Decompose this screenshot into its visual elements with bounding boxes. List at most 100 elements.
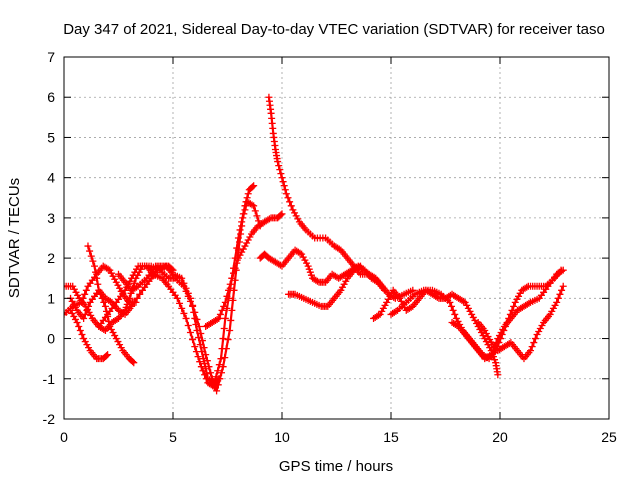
chart-title: Day 347 of 2021, Sidereal Day-to-day VTE… bbox=[63, 21, 605, 38]
data-point bbox=[197, 363, 205, 371]
data-point bbox=[114, 338, 122, 346]
series-track-2 bbox=[67, 198, 264, 395]
data-point bbox=[226, 280, 234, 288]
data-point bbox=[224, 336, 232, 344]
y-axis-label: SDTVAR / TECUs bbox=[6, 178, 23, 298]
data-point bbox=[71, 303, 79, 311]
data-point bbox=[114, 281, 122, 289]
data-point bbox=[87, 311, 95, 319]
data-point bbox=[558, 267, 566, 275]
data-point bbox=[250, 202, 258, 210]
data-point bbox=[184, 292, 192, 300]
data-point bbox=[223, 292, 231, 300]
data-point bbox=[121, 306, 129, 314]
data-point bbox=[556, 290, 564, 298]
data-point bbox=[554, 294, 562, 302]
data-point bbox=[106, 266, 114, 274]
data-point bbox=[95, 286, 103, 294]
data-point bbox=[219, 335, 227, 343]
data-point bbox=[73, 318, 81, 326]
data-point bbox=[104, 351, 112, 359]
data-point bbox=[282, 190, 290, 198]
data-point bbox=[243, 194, 251, 202]
data-point bbox=[193, 327, 201, 335]
data-point bbox=[275, 162, 283, 170]
data-point bbox=[265, 215, 273, 223]
data-point bbox=[80, 314, 88, 322]
data-point bbox=[548, 307, 556, 315]
data-point bbox=[250, 182, 258, 190]
data-point bbox=[74, 291, 82, 299]
data-point bbox=[126, 277, 134, 285]
y-tick-label: 5 bbox=[47, 129, 55, 145]
data-point bbox=[202, 375, 210, 383]
grid bbox=[64, 57, 609, 419]
data-point bbox=[461, 298, 469, 306]
data-point bbox=[123, 300, 131, 308]
data-point bbox=[191, 314, 199, 322]
data-point bbox=[396, 294, 404, 302]
data-point bbox=[215, 314, 223, 322]
data-point bbox=[453, 321, 461, 329]
data-point bbox=[535, 328, 543, 336]
series-track-9 bbox=[265, 93, 417, 302]
data-point bbox=[207, 369, 215, 377]
data-point bbox=[486, 352, 494, 360]
data-point bbox=[276, 261, 284, 269]
data-point bbox=[89, 257, 97, 265]
data-point bbox=[292, 212, 300, 220]
data-point bbox=[447, 302, 455, 310]
data-point bbox=[238, 248, 246, 256]
data-point bbox=[217, 355, 225, 363]
data-point bbox=[83, 305, 91, 313]
data-point bbox=[130, 359, 138, 367]
data-point bbox=[249, 183, 257, 191]
data-point bbox=[80, 335, 88, 343]
data-point bbox=[103, 352, 111, 360]
data-point bbox=[551, 301, 559, 309]
y-tick-label: 6 bbox=[47, 89, 55, 105]
data-point bbox=[409, 286, 417, 294]
data-point bbox=[303, 259, 311, 267]
data-point bbox=[71, 315, 79, 323]
data-point bbox=[486, 344, 494, 352]
series-line bbox=[204, 212, 284, 328]
data-point bbox=[482, 330, 490, 338]
data-point bbox=[214, 367, 222, 375]
data-point bbox=[78, 331, 86, 339]
data-point bbox=[287, 202, 295, 210]
data-point bbox=[279, 178, 287, 186]
data-point bbox=[530, 339, 538, 347]
data-point bbox=[516, 289, 524, 297]
data-point bbox=[374, 311, 382, 319]
data-point bbox=[244, 190, 252, 198]
data-point bbox=[70, 312, 78, 320]
data-point bbox=[388, 289, 396, 297]
data-point bbox=[527, 347, 535, 355]
data-point bbox=[239, 245, 247, 253]
data-point bbox=[384, 295, 392, 303]
data-point bbox=[274, 158, 282, 166]
data-point bbox=[523, 283, 531, 291]
data-point bbox=[495, 332, 503, 340]
x-tick-label: 15 bbox=[383, 429, 399, 445]
data-point bbox=[133, 294, 141, 302]
series-line bbox=[69, 200, 262, 392]
data-point bbox=[407, 303, 415, 311]
data-point bbox=[200, 355, 208, 363]
series-track-5 bbox=[67, 306, 112, 363]
data-point bbox=[68, 297, 76, 305]
data-point bbox=[218, 345, 226, 353]
data-point bbox=[306, 268, 314, 276]
data-point bbox=[469, 313, 477, 321]
data-point bbox=[67, 306, 75, 314]
data-point bbox=[221, 298, 229, 306]
data-point bbox=[296, 249, 304, 257]
data-point bbox=[221, 314, 229, 322]
data-point bbox=[85, 344, 93, 352]
data-point bbox=[248, 201, 256, 209]
data-point bbox=[201, 360, 209, 368]
data-point bbox=[452, 314, 460, 322]
x-tick-label: 0 bbox=[60, 429, 68, 445]
